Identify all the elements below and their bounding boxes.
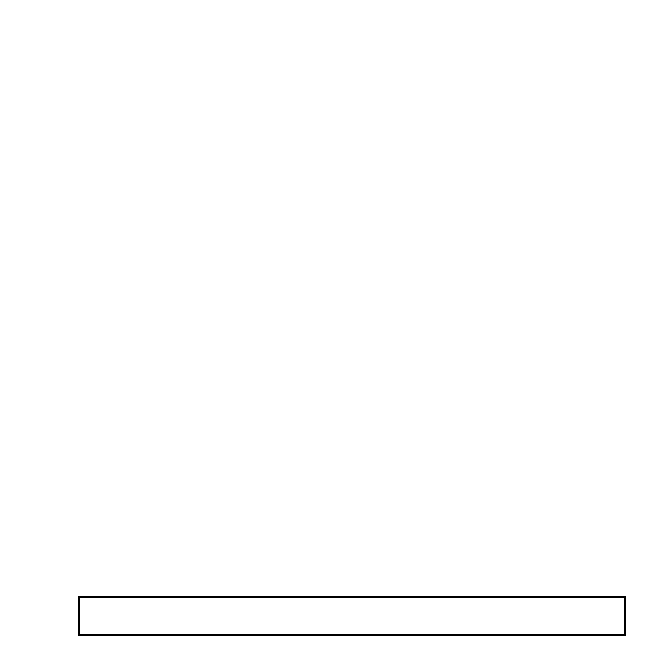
colorbar (78, 596, 626, 636)
